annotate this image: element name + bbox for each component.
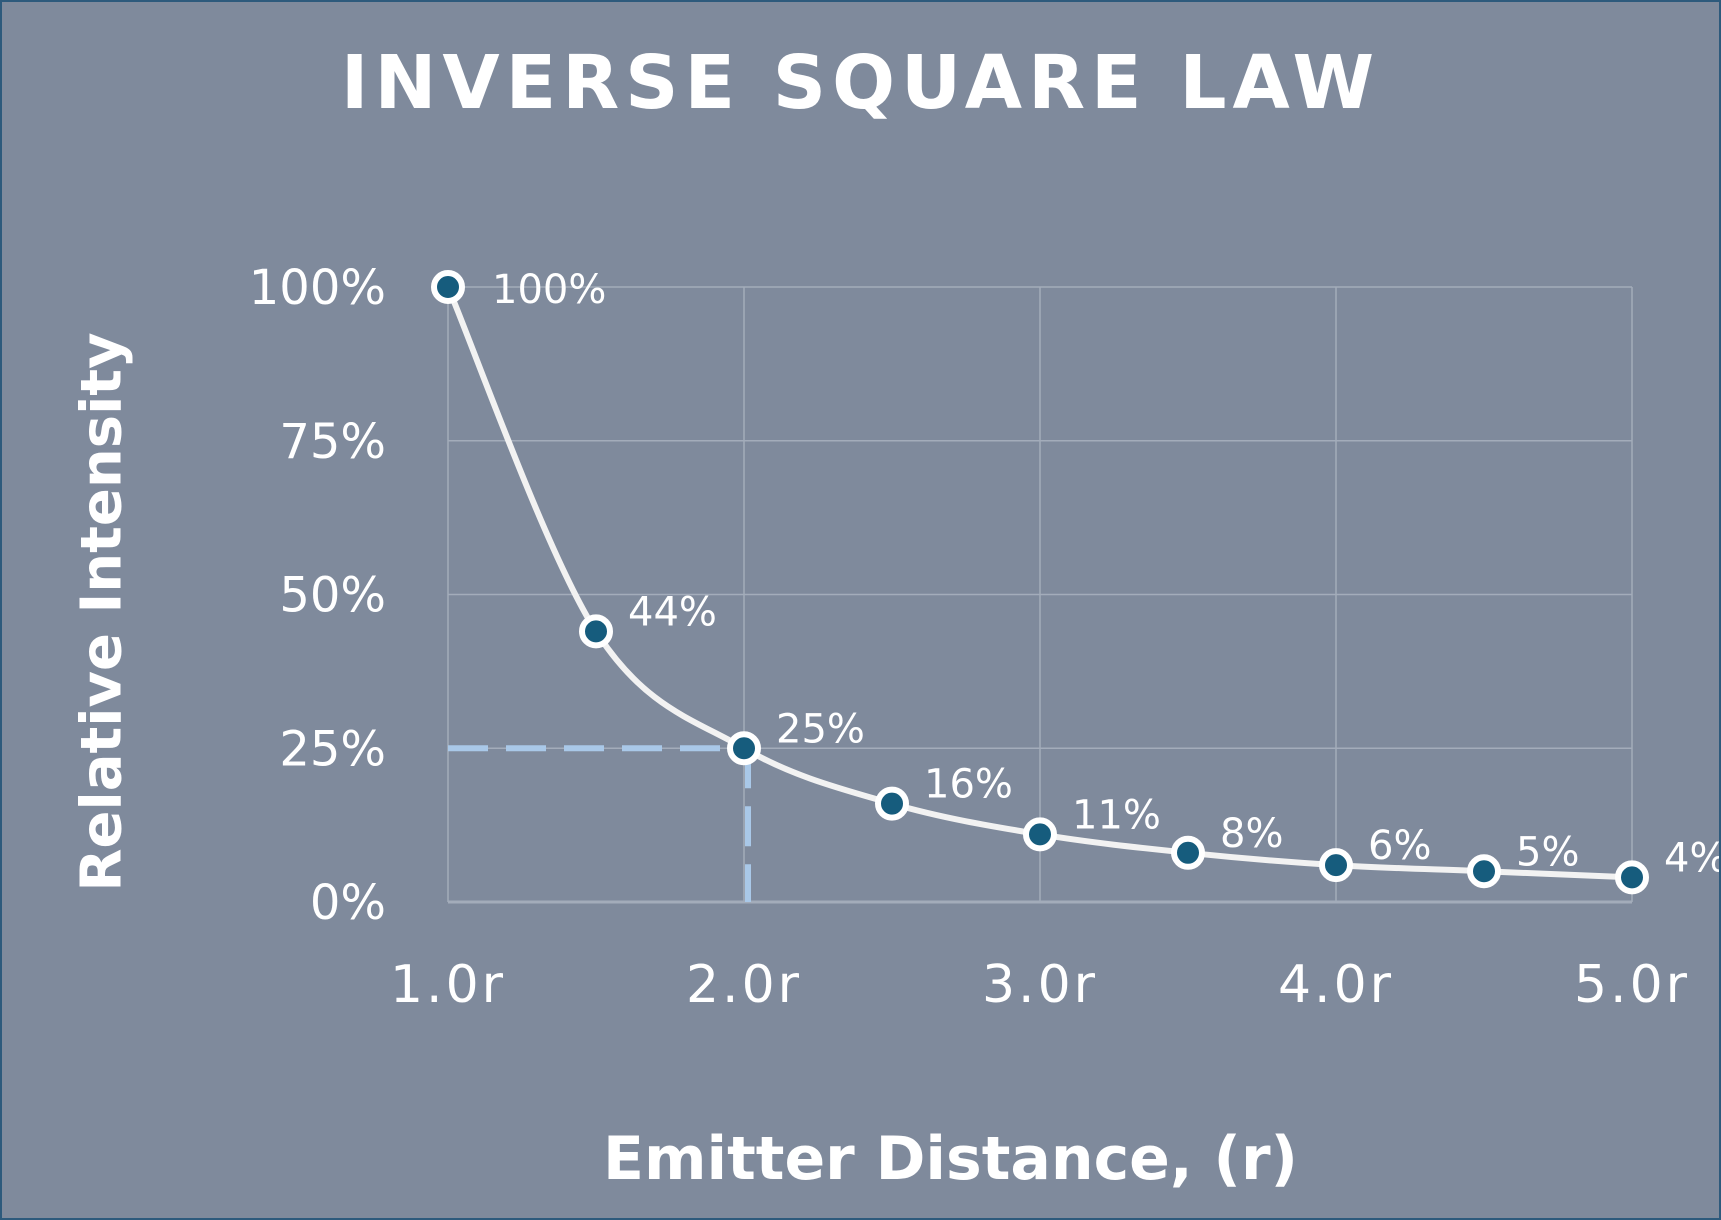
data-point-marker (1467, 854, 1501, 889)
y-tick-label: 75% (279, 414, 386, 470)
data-label: 100% (492, 267, 606, 313)
data-label: 4% (1664, 835, 1719, 881)
chart-title: INVERSE SQUARE LAW (340, 40, 1381, 126)
data-point-marker (727, 731, 761, 766)
data-point-marker (431, 270, 465, 304)
data-label: 11% (1072, 792, 1161, 838)
data-label: 25% (776, 706, 865, 752)
data-label: 44% (628, 589, 717, 635)
y-tick-label: 25% (279, 721, 386, 777)
data-point-marker (1023, 817, 1057, 852)
x-tick-label: 2.0r (686, 955, 802, 1015)
x-axis-label: Emitter Distance, (r) (603, 1124, 1298, 1194)
data-point-marker (579, 614, 613, 649)
x-tick-label: 4.0r (1278, 955, 1394, 1015)
data-label: 8% (1220, 811, 1283, 857)
data-point-marker (1615, 860, 1649, 895)
y-tick-label: 100% (249, 260, 386, 316)
data-label: 16% (924, 762, 1013, 808)
data-point-marker (875, 786, 909, 821)
y-tick-label: 0% (310, 875, 386, 931)
x-tick-label: 5.0r (1574, 955, 1690, 1015)
data-point-marker (1171, 835, 1205, 870)
data-label: 5% (1516, 829, 1579, 875)
x-tick-label: 3.0r (982, 955, 1098, 1015)
data-point-marker (1319, 848, 1353, 883)
data-label: 6% (1368, 823, 1431, 869)
x-tick-label: 1.0r (390, 955, 506, 1015)
y-tick-label: 50% (279, 568, 386, 624)
